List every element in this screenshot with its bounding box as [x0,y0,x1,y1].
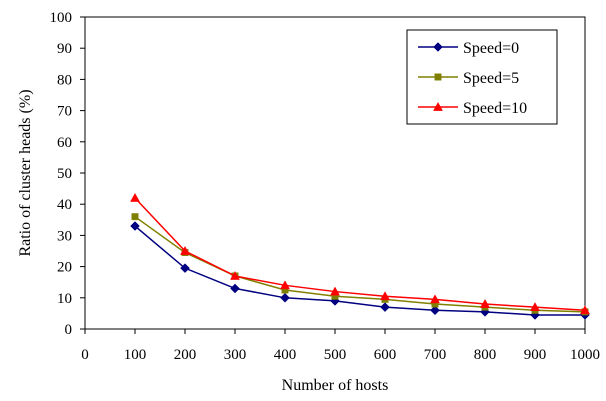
legend-item: Speed=5 [418,70,519,87]
x-tick-label: 0 [81,347,89,363]
legend-marker [433,42,443,52]
y-tick-label: 90 [57,41,72,57]
data-point [380,291,390,301]
data-point [280,280,290,290]
legend-label: Speed=10 [463,100,527,117]
series-3 [130,192,590,315]
y-tick-label: 20 [57,260,72,276]
y-tick-label: 70 [57,104,72,120]
y-tick-label: 30 [57,228,72,244]
legend-items: Speed=0 Speed=5 Speed=10 [418,40,527,117]
data-point [131,213,139,221]
y-axis-title: Ratio of cluster heads (%) [17,89,34,256]
y-tick-label: 60 [57,135,72,151]
x-tick-label: 700 [424,347,447,363]
data-point [480,299,490,308]
x-tick-label: 900 [524,347,547,363]
data-point [530,302,540,312]
data-point [430,294,440,304]
x-tick-label: 800 [474,347,497,363]
legend-marker [433,101,443,111]
x-tick-label: 500 [324,347,347,363]
legend-label: Speed=5 [463,70,519,87]
x-tick-label: 100 [124,347,147,363]
x-tick-label: 600 [374,347,397,363]
data-point [380,302,390,313]
x-axis-title: Number of hosts [282,377,389,394]
data-point [230,270,240,280]
data-point [280,292,290,303]
series-line [134,225,585,316]
y-tick-label: 10 [57,291,72,307]
y-tick-label: 0 [65,322,73,338]
y-tick-label: 40 [57,197,72,213]
legend-item: Speed=0 [418,40,519,57]
x-tick-label: 1000 [570,347,600,363]
x-axis-ticks: 0 100 200 300 400 500 600 700 800 900 1000 [81,329,600,363]
legend: Speed=0 Speed=5 Speed=10 [406,29,558,125]
data-point [180,245,190,255]
legend-marker [434,73,442,81]
x-tick-label: 200 [174,347,197,363]
data-point [330,286,340,296]
data-point [130,221,140,231]
series-layer [130,192,590,320]
y-tick-label: 100 [50,10,73,26]
x-tick-label: 400 [274,347,297,363]
legend-item: Speed=10 [418,100,527,117]
data-point [580,305,590,315]
x-tick-label: 300 [224,347,247,363]
legend-label: Speed=0 [463,40,519,57]
y-tick-label: 80 [57,72,72,88]
data-point [230,283,240,294]
series-line [134,197,586,312]
data-point [130,192,140,202]
y-axis-ticks: 0 10 20 30 40 50 60 70 80 90 100 [50,10,85,338]
data-point [430,305,440,316]
y-tick-label: 50 [57,166,72,182]
data-point [180,263,190,274]
